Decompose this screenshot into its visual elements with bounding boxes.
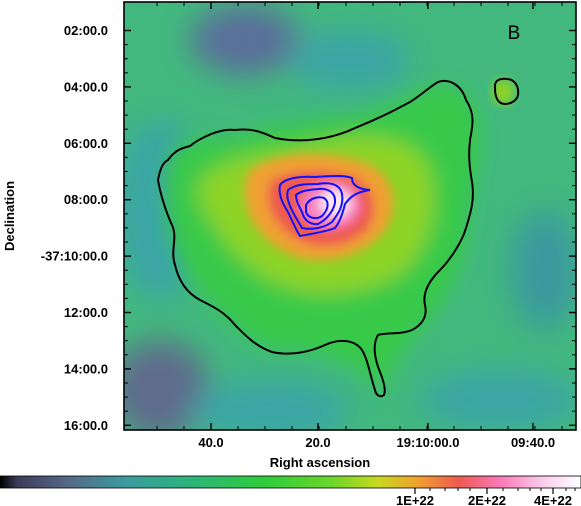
y-tick-label: 08:00.0 <box>64 192 108 207</box>
y-tick-label: 12:00.0 <box>64 305 108 320</box>
x-tick-label: 40.0 <box>198 435 223 450</box>
colorbar-gradient <box>0 475 581 489</box>
low-region-right <box>510 210 576 330</box>
blue-contour-2 <box>286 182 344 230</box>
x-tick-label: 09:40.0 <box>511 435 555 450</box>
blue-contours <box>278 175 371 238</box>
y-tick-label: 04:00.0 <box>64 79 108 94</box>
y-tick-label: 14:00.0 <box>64 361 108 376</box>
y-tick-label: -37:10:00.0 <box>41 249 108 264</box>
colorbar-tick-label: 2E+22 <box>468 493 506 506</box>
colorbar-ticks: 1E+22 2E+22 4E+22 <box>396 488 576 506</box>
x-axis: 40.0 20.0 19:10:00.0 09:40.0 <box>156 2 563 450</box>
y-tick-label: 02:00.0 <box>64 23 108 38</box>
x-tick-label: 19:10:00.0 <box>397 435 460 450</box>
y-tick-label: 06:00.0 <box>64 136 108 151</box>
x-tick-label: 20.0 <box>305 435 330 450</box>
low-region-bottom-left <box>124 340 210 430</box>
outer-contour <box>156 80 474 398</box>
low-region-bottom-right <box>420 370 576 430</box>
blue-contour-3 <box>294 187 337 226</box>
blue-contour-1 <box>278 175 371 238</box>
island-contour <box>493 77 520 106</box>
plot-frame <box>123 1 577 431</box>
low-region-top-right <box>290 30 410 90</box>
panel-label: B <box>508 23 521 44</box>
y-axis: 02:00.0 04:00.0 06:00.0 08:00.0 -37:10:00.0 1… <box>41 23 576 433</box>
colorbar-tick-label: 1E+22 <box>396 493 434 506</box>
colorbar: 1E+22 2E+22 4E+22 <box>0 475 581 506</box>
low-region-bottom <box>190 380 350 430</box>
blue-contour-4 <box>305 196 329 220</box>
column-density-map <box>124 2 576 430</box>
low-region-top <box>190 5 300 75</box>
y-tick-label: 16:00.0 <box>64 418 108 433</box>
y-axis-title: Declination <box>2 181 17 251</box>
x-axis-title: Right ascension <box>270 455 370 470</box>
colorbar-tick-label: 4E+22 <box>534 493 572 506</box>
